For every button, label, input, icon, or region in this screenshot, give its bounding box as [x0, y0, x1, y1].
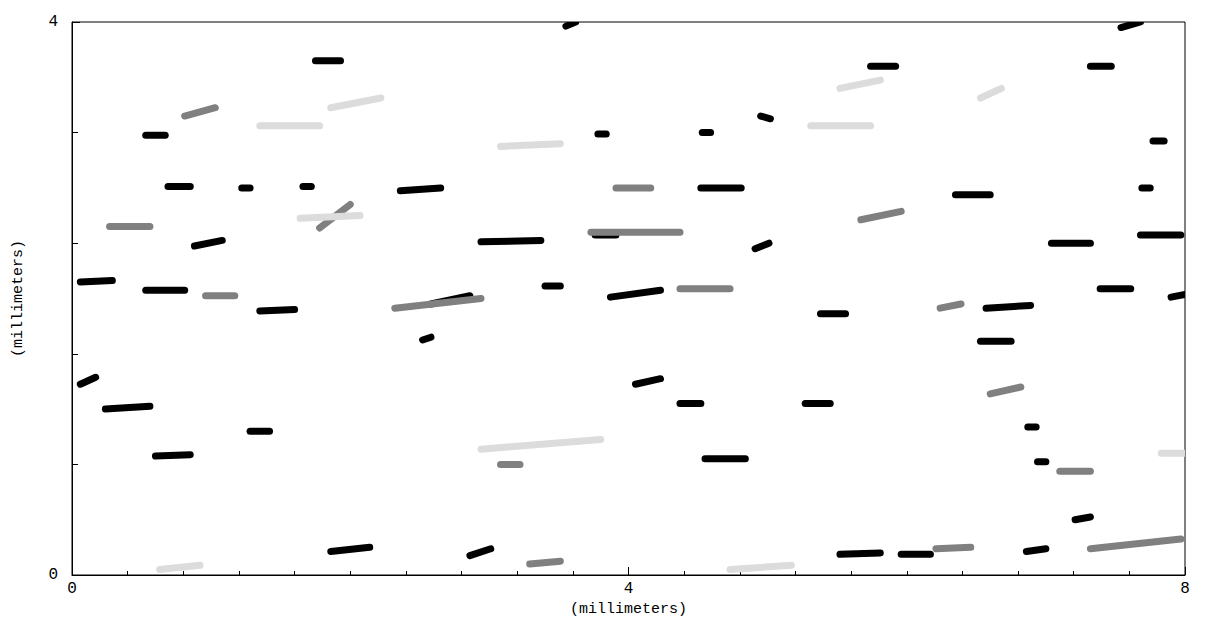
svg-text:4: 4 [624, 580, 634, 598]
svg-text:(millimeters): (millimeters) [10, 240, 27, 357]
svg-text:8: 8 [1180, 580, 1190, 598]
svg-text:0: 0 [67, 580, 77, 598]
svg-text:0: 0 [48, 566, 58, 584]
svg-text:4: 4 [48, 13, 58, 31]
svg-text:(millimeters): (millimeters) [570, 601, 687, 618]
